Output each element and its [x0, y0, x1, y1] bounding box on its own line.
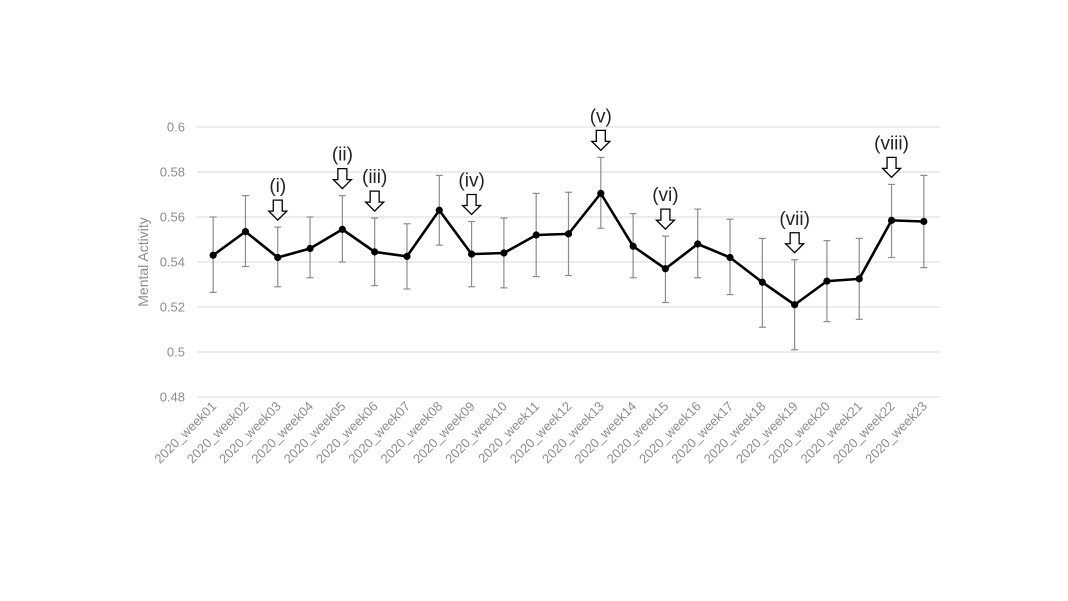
- data-point: [823, 277, 831, 285]
- data-point: [920, 217, 928, 226]
- down-arrow-icon: [364, 190, 386, 213]
- annotation-label: (iii): [362, 167, 387, 188]
- y-tick-label: 0.6: [167, 120, 185, 135]
- annotations: (i) (ii) (iii) (iv) (v) (vi) (vii) (viii): [267, 106, 909, 254]
- y-tick-label: 0.56: [160, 210, 185, 225]
- annotation-label: (iv): [458, 171, 484, 192]
- y-axis-label: Mental Activity: [135, 217, 151, 306]
- data-point: [887, 216, 896, 224]
- data-point: [726, 253, 734, 262]
- down-arrow-icon: [654, 208, 676, 231]
- data-point: [597, 189, 605, 197]
- down-arrow-icon: [784, 232, 806, 254]
- data-point: [467, 250, 476, 258]
- y-tick-labels: 0.48 0.5 0.52 0.54 0.56 0.58 0.6: [160, 120, 185, 405]
- data-point: [629, 242, 637, 250]
- annotation-label: (i): [269, 176, 286, 197]
- data-point: [532, 231, 540, 239]
- annotation-label: (ii): [332, 145, 353, 166]
- data-point: [403, 252, 411, 260]
- y-tick-label: 0.58: [160, 165, 185, 180]
- error-bars: [209, 156, 928, 351]
- data-point: [694, 240, 702, 248]
- data-point: [306, 244, 314, 253]
- y-tick-label: 0.48: [160, 390, 185, 405]
- down-arrow-icon: [590, 129, 612, 152]
- down-arrow-icon: [880, 156, 903, 179]
- data-point: [661, 265, 670, 273]
- data-point: [435, 206, 443, 214]
- y-tick-label: 0.5: [167, 345, 185, 360]
- y-tick-label: 0.54: [160, 255, 185, 270]
- data-points: [209, 189, 928, 309]
- y-tick-label: 0.52: [160, 300, 185, 315]
- data-point: [371, 248, 379, 256]
- annotation-label: (v): [590, 106, 612, 127]
- down-arrow-icon: [267, 199, 289, 222]
- data-point: [791, 301, 799, 309]
- data-point: [274, 253, 282, 262]
- data-point: [564, 230, 573, 238]
- annotation-label: (vi): [652, 185, 678, 206]
- annotation-label: (vii): [779, 209, 810, 230]
- down-arrow-icon: [461, 193, 483, 216]
- data-point: [241, 228, 250, 236]
- data-point: [855, 275, 863, 283]
- x-tick-labels: 2020_week012020_week022020_week032020_we…: [151, 399, 930, 467]
- data-point: [209, 251, 217, 259]
- data-point: [500, 249, 508, 257]
- data-point: [758, 278, 766, 286]
- data-point: [338, 225, 346, 233]
- down-arrow-icon: [331, 167, 353, 190]
- annotation-label: (viii): [874, 133, 909, 154]
